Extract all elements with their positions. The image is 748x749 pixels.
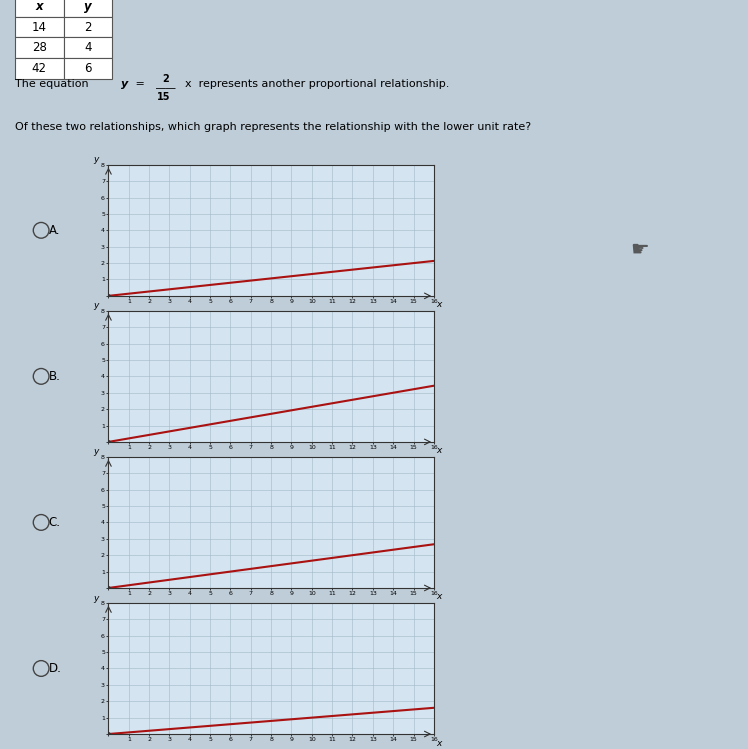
Text: ――: ―― [156, 84, 175, 94]
Text: y: y [94, 447, 99, 456]
Text: x  represents another proportional relationship.: x represents another proportional relati… [186, 79, 450, 89]
Text: x: x [436, 446, 441, 455]
Text: =: = [132, 79, 145, 89]
Text: x: x [436, 592, 441, 601]
Text: Of these two relationships, which graph represents the relationship with the low: Of these two relationships, which graph … [15, 121, 531, 132]
Text: C.: C. [49, 516, 61, 529]
Text: The equation: The equation [15, 79, 92, 89]
Text: y: y [94, 155, 99, 164]
Text: y: y [94, 301, 99, 310]
Text: y: y [94, 593, 99, 602]
Text: ☛: ☛ [630, 240, 649, 260]
Text: 2: 2 [162, 73, 169, 84]
Text: y: y [121, 79, 129, 89]
Text: x: x [436, 739, 441, 748]
Text: D.: D. [49, 662, 61, 675]
Text: 15: 15 [157, 92, 171, 102]
Text: A.: A. [49, 224, 60, 237]
Text: B.: B. [49, 370, 61, 383]
Text: x: x [436, 300, 441, 309]
